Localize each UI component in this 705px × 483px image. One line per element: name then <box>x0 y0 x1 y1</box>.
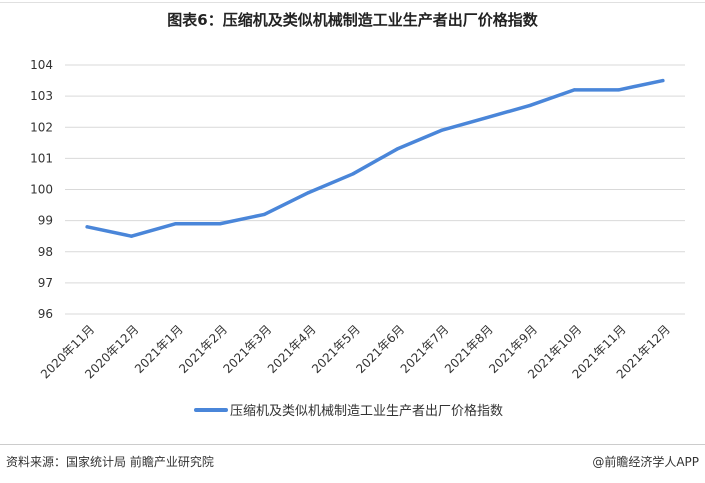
y-tick-label: 98 <box>38 245 53 259</box>
y-tick-label: 104 <box>30 58 53 72</box>
footer-rule <box>0 444 705 445</box>
gridlines <box>65 64 685 315</box>
data-point <box>351 172 355 176</box>
y-tick-label: 99 <box>38 214 53 228</box>
data-point <box>306 191 311 195</box>
footer: 资料来源：国家统计局 前瞻产业研究院 @前瞻经济学人APP <box>6 453 699 475</box>
data-point <box>395 147 399 151</box>
data-point <box>616 88 621 92</box>
y-tick-label: 100 <box>30 183 53 197</box>
data-point <box>528 103 532 108</box>
legend-label: 压缩机及类似机械制造工业生产者出厂价格指数 <box>230 403 503 419</box>
data-point <box>572 88 576 92</box>
data-point <box>661 78 665 83</box>
data-point <box>439 128 444 132</box>
data-point <box>129 234 134 238</box>
data-point <box>85 225 89 229</box>
brand-text: @前瞻经济学人APP <box>592 455 699 469</box>
y-tick-label: 102 <box>30 120 53 134</box>
top-rule <box>0 2 705 3</box>
series-line <box>85 78 665 238</box>
y-tick-label: 97 <box>38 276 53 290</box>
data-point <box>174 222 178 226</box>
data-point <box>262 212 266 216</box>
series-lines <box>85 78 665 238</box>
source-text: 资料来源：国家统计局 前瞻产业研究院 <box>6 455 214 469</box>
data-point <box>218 222 222 226</box>
y-tick-label: 101 <box>30 151 53 165</box>
legend: 压缩机及类似机械制造工业生产者出厂价格指数 <box>194 403 503 419</box>
y-axis: 96 97 98 99 100 101 102 103 104 <box>30 58 53 321</box>
x-axis: 2020年11月2020年12月2021年1月2021年2月2021年3月202… <box>38 322 673 381</box>
chart-title: 图表6：压缩机及类似机械制造工业生产者出厂价格指数 <box>167 11 538 29</box>
y-tick-label: 103 <box>30 89 53 103</box>
y-tick-label: 96 <box>38 307 53 321</box>
data-point <box>484 116 488 120</box>
line-chart: 96 97 98 99 100 101 102 103 104 2020年11月2020年12月… <box>30 58 685 419</box>
